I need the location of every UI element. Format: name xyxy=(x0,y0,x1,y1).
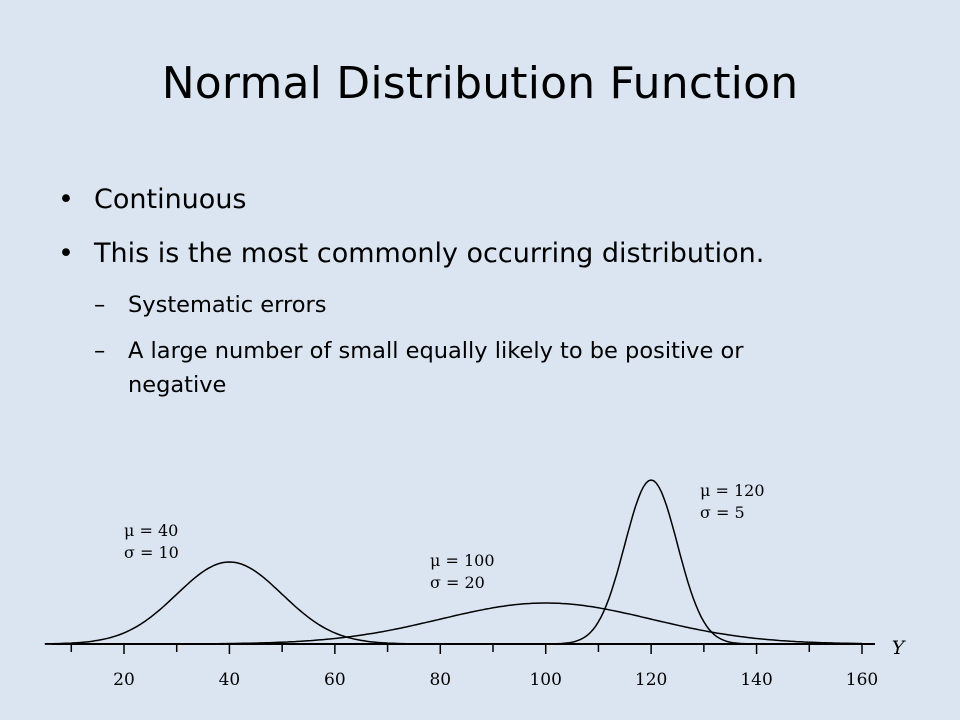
sub-bullet-text: Systematic errors xyxy=(128,292,327,318)
normal-distribution-chart: 20 40 60 80 100 120 140 160 Yμ = 40 σ = 10 μ = 100… xyxy=(44,479,907,690)
x-tick-label-40: 40 xyxy=(219,670,241,690)
series-label-sigma-120: σ = 5 xyxy=(700,503,745,522)
curve-mu120 xyxy=(44,479,862,645)
series-label-mu-100: μ = 100 xyxy=(430,551,495,570)
series-label-mu-120: μ = 120 xyxy=(700,481,765,500)
x-tick-label-120: 120 xyxy=(635,670,667,690)
series-label-sigma-100: σ = 20 xyxy=(430,573,485,592)
bullet-list: Continuous This is the most commonly occ… xyxy=(58,180,878,414)
series-label-sigma-40: σ = 10 xyxy=(124,543,179,562)
series-label-mu-40: μ = 40 xyxy=(124,521,178,540)
sub-bullet-text: A large number of small equally likely t… xyxy=(128,338,744,398)
curve-mu100 xyxy=(44,602,862,645)
sub-bullet-systematic-errors: – Systematic errors xyxy=(58,288,828,322)
slide-title: Normal Distribution Function xyxy=(161,58,799,109)
x-axis-label: Y xyxy=(892,637,907,659)
x-tick-label-160: 160 xyxy=(846,670,878,690)
bullet-continuous: Continuous xyxy=(58,180,878,220)
x-tick-label-80: 80 xyxy=(429,670,451,690)
sub-bullet-small-errors: – A large number of small equally likely… xyxy=(58,334,828,402)
x-tick-label-100: 100 xyxy=(529,670,561,690)
dash-marker: – xyxy=(94,338,106,364)
x-tick-label-140: 140 xyxy=(740,670,772,690)
x-tick-label-60: 60 xyxy=(324,670,346,690)
x-tick-label-20: 20 xyxy=(113,670,135,690)
bullet-most-common: This is the most commonly occurring dist… xyxy=(58,234,878,274)
dash-marker: – xyxy=(94,292,106,318)
